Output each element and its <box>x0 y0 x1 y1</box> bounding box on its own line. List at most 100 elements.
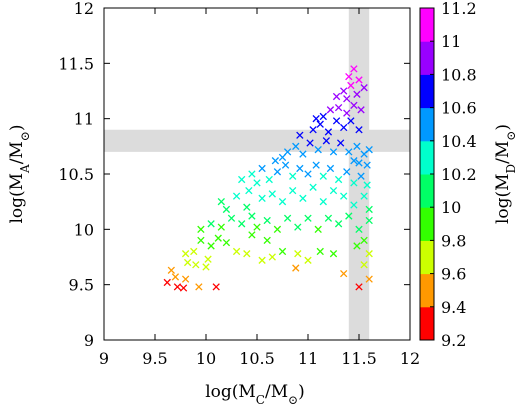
data-point <box>322 137 331 145</box>
data-point <box>265 175 273 184</box>
data-point <box>292 264 300 272</box>
data-point <box>360 236 368 245</box>
data-point <box>258 256 266 264</box>
data-point <box>353 242 361 250</box>
data-point <box>365 205 373 214</box>
data-point <box>347 117 355 125</box>
x-tick-label: 11 <box>298 349 318 368</box>
data-point <box>332 92 341 101</box>
data-point <box>299 150 307 158</box>
data-point <box>350 65 358 73</box>
data-point <box>314 225 322 233</box>
data-point <box>273 225 282 233</box>
data-point <box>343 168 351 176</box>
data-point <box>281 161 290 169</box>
data-point <box>263 236 271 245</box>
data-point <box>334 175 343 184</box>
data-point <box>319 172 327 180</box>
data-point <box>204 255 212 263</box>
data-point <box>181 250 190 258</box>
data-point <box>350 201 358 209</box>
colorbar-segment <box>420 174 434 208</box>
colorbar-segment <box>420 207 434 241</box>
colorbar-tick-label: 10.8 <box>441 65 477 84</box>
data-point <box>363 161 371 169</box>
data-point <box>326 106 335 114</box>
colorbar-tick-label: 11.2 <box>441 0 477 18</box>
data-point <box>202 263 210 271</box>
data-point <box>163 278 171 287</box>
data-point <box>299 194 307 203</box>
data-point <box>314 145 322 154</box>
data-point <box>355 283 363 291</box>
data-point <box>363 181 371 189</box>
colorbar-tick-label: 9.2 <box>441 331 466 350</box>
data-point <box>197 225 205 233</box>
colorbar-segment <box>420 273 434 308</box>
y-tick-label: 11.5 <box>58 54 94 73</box>
data-point <box>365 250 373 258</box>
horizontal-band <box>104 129 410 152</box>
data-point <box>309 126 317 134</box>
data-point <box>190 247 198 256</box>
data-point <box>195 283 203 291</box>
data-point <box>360 192 368 200</box>
data-point <box>173 283 182 291</box>
data-point <box>355 225 363 233</box>
data-point <box>345 72 353 81</box>
data-point <box>258 164 266 173</box>
y-tick-label: 9.5 <box>69 276 94 295</box>
data-point <box>326 164 335 173</box>
data-point <box>365 275 373 283</box>
data-point <box>181 275 190 283</box>
data-point <box>292 142 300 150</box>
data-point <box>340 269 348 278</box>
data-point <box>245 186 253 195</box>
data-point <box>171 273 180 281</box>
data-point <box>222 238 231 247</box>
data-point <box>343 95 351 103</box>
colorbar-segment <box>420 240 434 275</box>
y-tick-label: 9 <box>84 331 94 350</box>
data-point <box>207 220 215 228</box>
data-point <box>273 168 282 176</box>
data-point <box>248 170 256 178</box>
x-tick-label: 9.5 <box>142 349 167 368</box>
data-point <box>347 81 355 90</box>
colorbar-segment <box>420 74 434 109</box>
data-point <box>324 128 333 136</box>
colorbar-segment <box>420 41 434 75</box>
data-point <box>243 250 251 258</box>
data-point <box>345 148 353 156</box>
data-point <box>232 192 241 200</box>
data-point <box>345 212 353 220</box>
data-point <box>179 284 188 292</box>
data-point <box>304 256 312 264</box>
data-point <box>360 84 368 92</box>
data-point <box>365 216 373 225</box>
data-point <box>343 109 351 117</box>
data-point <box>355 159 363 167</box>
data-point <box>353 142 361 150</box>
data-point <box>357 172 365 180</box>
data-point <box>289 172 297 180</box>
colorbar-tick-label: 9.6 <box>441 265 466 284</box>
data-point <box>350 179 358 187</box>
data-point <box>309 183 317 191</box>
colorbar-tick-label: 11 <box>441 32 461 51</box>
x-axis-label: log(MC/M⊙) <box>205 382 305 406</box>
data-point <box>217 198 225 206</box>
y-tick-label: 12 <box>74 0 94 18</box>
colorbar-tick-label: 10 <box>441 198 461 217</box>
data-point <box>336 139 345 147</box>
data-point <box>263 216 271 225</box>
data-point <box>296 131 304 139</box>
data-point <box>334 220 343 228</box>
data-point <box>324 214 333 222</box>
colorbar-tick-label: 10.4 <box>441 132 477 151</box>
y-axis-label: log(MA/M⊙) <box>7 124 32 223</box>
y-tick-label: 11 <box>74 110 94 129</box>
data-point <box>253 223 261 231</box>
data-point <box>243 203 251 211</box>
data-points <box>163 65 373 292</box>
